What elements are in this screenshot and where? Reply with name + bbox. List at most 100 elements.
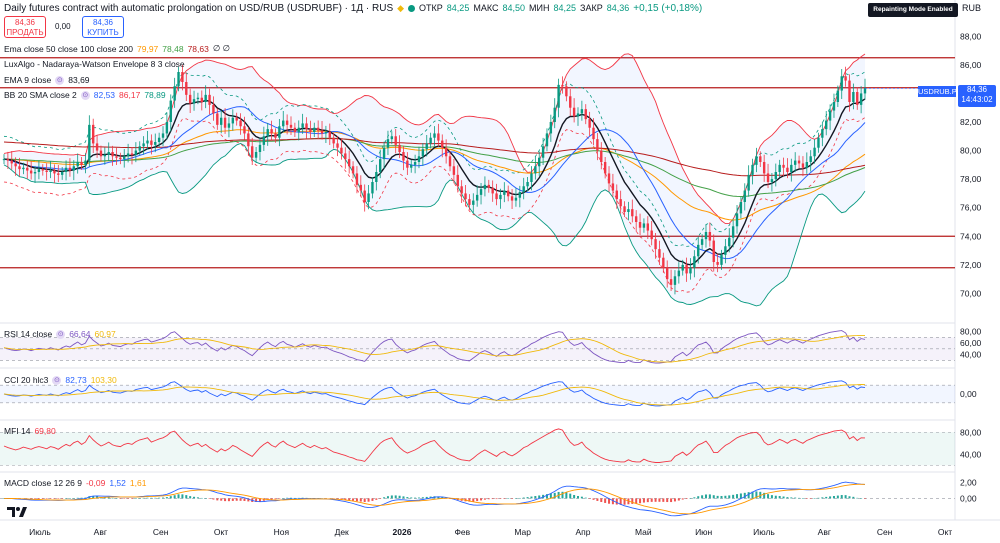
- macd-histogram-bar: [639, 498, 642, 504]
- change-value: +0,15 (+0,18%): [633, 2, 703, 14]
- mfi-legend[interactable]: MFI 14 69,80: [4, 426, 56, 436]
- candle: [398, 144, 401, 152]
- cci-value: 82,73: [65, 375, 87, 385]
- candle: [332, 137, 335, 144]
- candle: [731, 226, 735, 238]
- candle: [103, 154, 107, 157]
- candle: [340, 147, 343, 154]
- candle: [828, 110, 832, 121]
- macd-histogram-bar: [860, 498, 863, 499]
- cci-ma-line: [3, 384, 866, 406]
- macd-histogram-bar: [107, 497, 110, 499]
- ema-legend[interactable]: Ema close 50 close 100 close 200 79,97 7…: [4, 43, 230, 54]
- rsi-line: [3, 330, 866, 364]
- candle: [212, 104, 215, 114]
- candle: [747, 174, 750, 191]
- currency-label[interactable]: RUB: [962, 3, 982, 13]
- ema200-value: 78,63: [187, 43, 209, 54]
- candle: [716, 262, 719, 265]
- macd-histogram-bar: [45, 498, 48, 499]
- candle: [475, 194, 479, 201]
- envelope-upper: [3, 71, 866, 247]
- candle: [157, 137, 161, 142]
- candle: [41, 169, 44, 171]
- candle: [557, 84, 560, 108]
- macd-histogram-bar: [697, 496, 700, 499]
- macd-histogram-bar: [402, 496, 405, 499]
- candle: [844, 76, 847, 81]
- macd-legend-name: MACD close 12 26 9: [4, 478, 82, 488]
- rsi-axis-label: 60,00: [960, 338, 982, 348]
- candle: [282, 120, 285, 127]
- macd-histogram-bar: [348, 498, 351, 501]
- macd-axis-label: 2,00: [960, 477, 977, 487]
- cci-ma-value: 103,30: [90, 375, 117, 385]
- candle: [68, 167, 72, 171]
- candle: [84, 160, 87, 165]
- buy-label: КУПИТЬ: [87, 28, 119, 37]
- candle: [119, 157, 122, 160]
- countdown-time: 14:43:02: [961, 95, 993, 104]
- candle: [623, 206, 626, 212]
- symbol-title[interactable]: Daily futures contract with automatic pr…: [4, 2, 394, 14]
- candle: [689, 267, 692, 274]
- ema-empty-values: ∅ ∅: [212, 43, 231, 53]
- candle: [545, 133, 549, 147]
- time-axis-label: Фев: [454, 527, 470, 537]
- candle: [506, 190, 510, 197]
- macd-histogram-bar: [352, 498, 355, 501]
- tradingview-logo-icon[interactable]: [6, 505, 28, 519]
- macd-histogram-bar: [375, 498, 378, 500]
- candle: [371, 182, 374, 194]
- macd-histogram-bar: [185, 495, 188, 499]
- bb-basis-value: 82,53: [93, 90, 116, 100]
- macd-histogram-bar: [611, 498, 614, 505]
- candle: [863, 88, 867, 94]
- macd-histogram-bar: [290, 497, 292, 499]
- candle: [243, 126, 246, 134]
- candle: [406, 160, 409, 168]
- macd-histogram-bar: [499, 498, 502, 499]
- ema-legend-name: Ema close 50 close 100 close 200: [4, 43, 133, 54]
- macd-histogram-bar: [786, 497, 789, 499]
- candle: [359, 184, 363, 191]
- macd-histogram-bar: [565, 492, 568, 499]
- candle: [615, 190, 618, 200]
- macd-histogram-bar: [468, 498, 471, 502]
- data-window-icon[interactable]: ⊙: [80, 90, 90, 100]
- sell-label: ПРОДАТЬ: [6, 28, 44, 37]
- data-window-icon[interactable]: ⊙: [52, 375, 62, 385]
- data-window-icon[interactable]: ⊙: [55, 75, 65, 85]
- candle: [673, 276, 677, 285]
- macd-histogram-bar: [600, 498, 603, 502]
- sell-button[interactable]: 84,36 ПРОДАТЬ: [4, 16, 46, 38]
- macd-histogram-bar: [530, 496, 533, 499]
- macd-legend[interactable]: MACD close 12 26 9 -0,09 1,52 1,61: [4, 478, 146, 488]
- candle: [572, 107, 576, 117]
- candle: [735, 213, 739, 227]
- macd-histogram-bar: [495, 498, 498, 500]
- rsi-legend[interactable]: RSI 14 close ⊙ 66,64 60,97: [4, 329, 116, 339]
- data-window-icon[interactable]: ⊙: [56, 329, 66, 339]
- repainting-badge: Repainting Mode Enabled: [868, 3, 958, 17]
- ema9-legend[interactable]: EMA 9 close ⊙ 83,69: [4, 75, 90, 85]
- candle: [654, 239, 657, 250]
- macd-histogram-bar: [181, 494, 184, 499]
- candle: [444, 147, 448, 157]
- macd-histogram-bar: [282, 498, 285, 499]
- cci-legend[interactable]: CCI 20 hlc3 ⊙ 82,73 103,30: [4, 375, 117, 385]
- bb-legend[interactable]: BB 20 SMA close 2 ⊙ 82,53 86,17 78,89: [4, 90, 166, 100]
- candle: [514, 197, 518, 201]
- candle: [390, 136, 394, 140]
- buy-price: 84,36: [92, 18, 114, 27]
- macd-histogram-bar: [212, 498, 215, 500]
- flag-icon[interactable]: ◆: [397, 2, 405, 13]
- macd-histogram-bar: [429, 496, 432, 499]
- candle: [57, 173, 60, 175]
- buy-button[interactable]: 84,36 КУПИТЬ: [82, 16, 124, 38]
- candle: [266, 129, 269, 137]
- macd-histogram-bar: [864, 498, 866, 499]
- luxalgo-legend[interactable]: LuxAlgo - Nadaraya-Watson Envelope 8 3 c…: [4, 59, 185, 69]
- candle: [258, 144, 262, 152]
